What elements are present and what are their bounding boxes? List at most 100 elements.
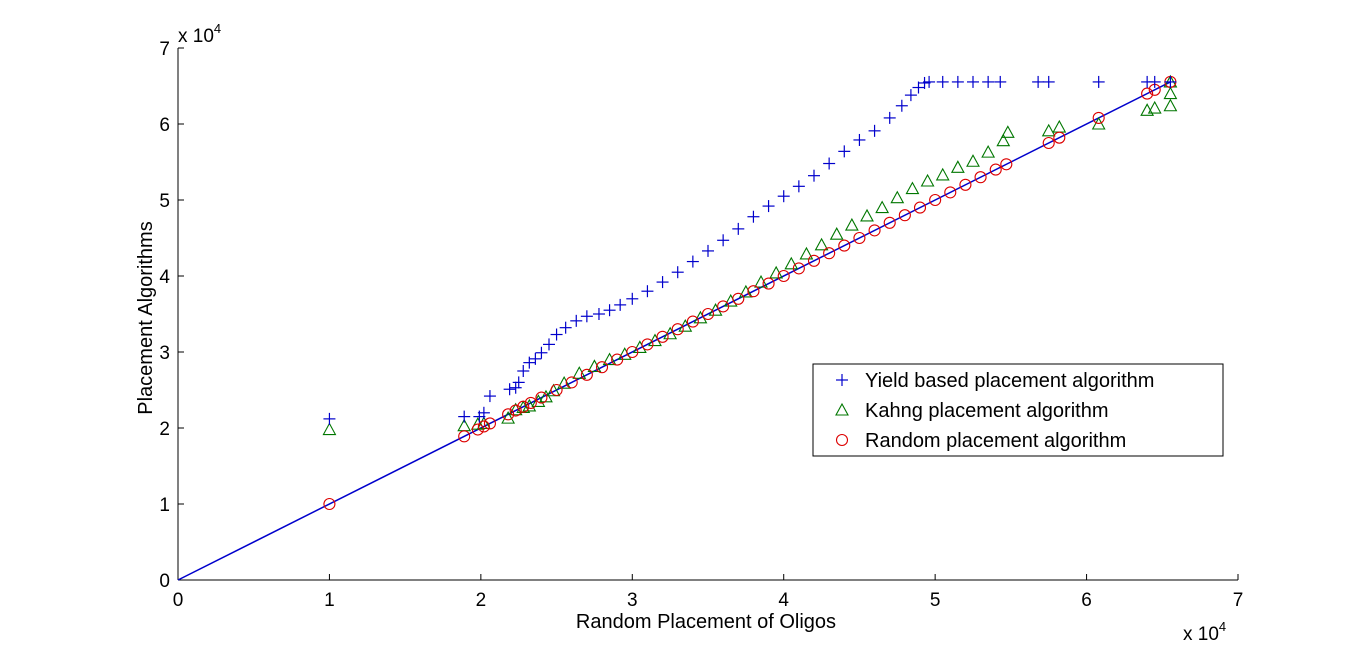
y-tick-label: 2 [159, 419, 170, 440]
x-tick-label: 5 [930, 590, 941, 611]
data-point-plus [732, 222, 745, 235]
y-axis-label: Placement Algorithms [135, 221, 157, 414]
data-point-plus [603, 304, 616, 317]
data-point-plus [702, 244, 714, 257]
data-point-circle [777, 269, 790, 283]
x-tick-label: 3 [627, 590, 638, 611]
data-point-plus [503, 383, 516, 396]
data-point-circle [807, 254, 821, 267]
data-point-circle [517, 400, 530, 413]
data-point-circle [762, 277, 775, 290]
data-point-triangle [501, 410, 516, 424]
data-point-circle [1000, 158, 1013, 171]
data-point-plus [853, 133, 866, 146]
data-point-plus [529, 352, 542, 365]
legend-marker-triangle [835, 402, 849, 416]
x-tick-label: 1 [324, 590, 335, 611]
data-point-triangle [1163, 86, 1178, 100]
data-point-plus [580, 310, 593, 323]
data-point-triangle [587, 359, 602, 372]
data-point-triangle [935, 167, 950, 181]
legend-symbol-triangle [835, 402, 849, 416]
data-point-plus [1164, 75, 1177, 88]
data-point-plus [823, 157, 836, 170]
data-point-plus [967, 75, 979, 88]
legend-symbol-circle [835, 433, 849, 447]
data-point-plus [458, 410, 471, 423]
data-point-plus [671, 266, 684, 279]
data-point-plus [951, 75, 964, 88]
data-point-plus [792, 180, 805, 193]
data-point-plus [747, 210, 760, 223]
data-point-plus [512, 376, 525, 389]
data-point-plus [535, 346, 548, 359]
x-exponent-power: 4 [1219, 619, 1226, 634]
data-point-plus [1148, 75, 1161, 88]
data-point-circle [989, 163, 1002, 176]
legend-symbol-plus [836, 374, 848, 386]
data-point-triangle [617, 347, 632, 360]
data-point-circle [732, 292, 745, 305]
data-point-plus [808, 169, 820, 182]
data-point-circle [611, 353, 624, 366]
data-point-triangle [476, 416, 491, 429]
data-point-circle [1092, 111, 1105, 124]
data-point-circle [929, 193, 942, 207]
legend-label-yield: Yield based placement algorithm [865, 370, 1154, 392]
data-point-triangle [890, 190, 905, 204]
data-point-plus [570, 314, 583, 327]
data-point-plus [543, 338, 555, 351]
data-point-triangle [814, 237, 829, 251]
data-point-triangle [738, 284, 753, 298]
data-point-circle [913, 201, 927, 214]
data-point-circle [471, 423, 484, 436]
data-point-triangle [784, 256, 799, 270]
x-exponent-label: x 104 [1183, 619, 1226, 645]
data-point-circle [853, 231, 866, 245]
data-point-plus [895, 99, 908, 112]
data-point-plus [777, 190, 790, 203]
legend-marker-plus [836, 374, 848, 386]
data-point-plus [923, 75, 936, 88]
data-point-plus [509, 381, 522, 394]
reference-line [177, 81, 1171, 581]
data-point-plus [1092, 75, 1105, 88]
data-point-triangle [950, 160, 965, 173]
data-point-plus [868, 124, 881, 137]
data-point-plus [523, 356, 536, 369]
data-point-plus [592, 308, 605, 320]
data-point-circle [898, 209, 911, 222]
series-plus [323, 75, 1177, 425]
y-exponent-label: x 104 [178, 21, 221, 47]
data-point-triangle [1000, 125, 1015, 138]
legend-box [812, 363, 1224, 457]
data-point-plus [641, 285, 654, 298]
data-point-circle [458, 430, 471, 443]
data-point-triangle [966, 154, 980, 167]
data-point-triangle [844, 217, 859, 231]
data-point-circle [686, 315, 699, 328]
data-point-circle [1141, 87, 1154, 100]
y-tick-label: 6 [159, 115, 170, 136]
data-point-circle [717, 300, 730, 313]
y-tick-label: 4 [159, 267, 170, 288]
x-ticks: 0 1 2 3 4 5 6 7 [173, 574, 1243, 611]
data-point-triangle [799, 246, 814, 260]
data-point-circle [565, 376, 578, 389]
data-point-triangle [996, 133, 1011, 147]
legend-marker-circle [835, 433, 849, 447]
data-point-circle [974, 171, 987, 184]
data-point-triangle [920, 173, 935, 187]
data-point-circle [1042, 136, 1055, 150]
data-point-triangle [1147, 100, 1162, 114]
data-point-circle [1053, 131, 1066, 144]
data-point-triangle [539, 389, 553, 403]
data-point-circle [580, 368, 593, 381]
y-tick-label: 0 [159, 571, 170, 592]
data-point-triangle [322, 422, 337, 436]
data-point-plus [883, 111, 896, 124]
x-tick-label: 4 [778, 590, 789, 611]
data-point-triangle [723, 293, 738, 307]
data-point-plus [686, 255, 699, 268]
x-axis-label: Random Placement of Oligos [576, 611, 836, 633]
